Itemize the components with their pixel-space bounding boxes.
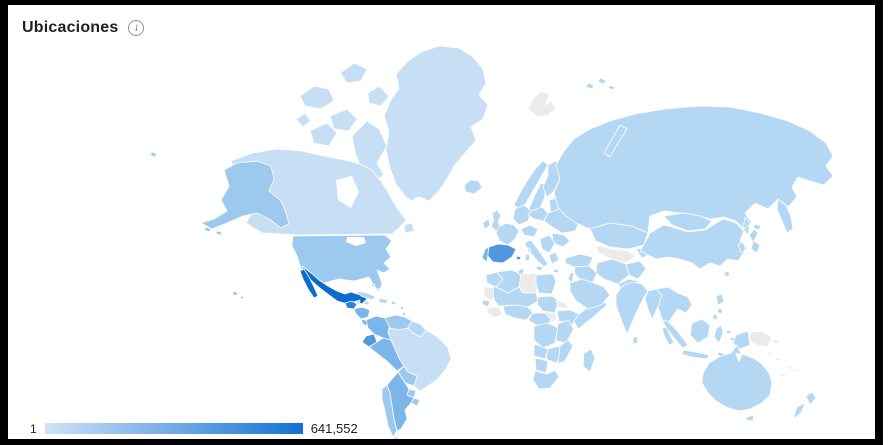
country-svalbard[interactable]	[527, 90, 557, 118]
country-russia[interactable]	[553, 105, 834, 236]
country-romania-bulgaria[interactable]	[551, 232, 571, 248]
great-lakes-water	[346, 237, 366, 246]
legend-gradient-bar	[44, 423, 303, 434]
country-australia[interactable]	[701, 344, 773, 422]
card-header: Ubicaciones i	[22, 19, 145, 37]
country-italy[interactable]	[523, 239, 549, 272]
country-united-states-hawaii[interactable]	[231, 290, 245, 300]
country-mexico-baja[interactable]	[299, 268, 319, 299]
country-franz-josef-land[interactable]	[585, 77, 616, 91]
country-india[interactable]	[615, 281, 649, 335]
country-japan[interactable]	[748, 223, 762, 254]
country-greece[interactable]	[548, 251, 560, 274]
country-new-zealand[interactable]	[792, 391, 817, 420]
country-puerto-rico[interactable]	[390, 300, 397, 306]
country-germany[interactable]	[512, 204, 532, 226]
country-arabian-peninsula[interactable]	[569, 278, 611, 310]
country-sudan[interactable]	[536, 295, 559, 314]
country-spain[interactable]	[486, 243, 522, 264]
country-alpine-states[interactable]	[520, 224, 539, 238]
country-levant[interactable]	[567, 272, 575, 284]
country-korea[interactable]	[737, 241, 747, 254]
info-icon[interactable]: i	[128, 20, 145, 36]
country-guatemala[interactable]	[344, 300, 358, 310]
country-honduras-nicaragua[interactable]	[353, 306, 371, 320]
country-philippines[interactable]	[711, 293, 725, 321]
card-title: Ubicaciones	[22, 19, 119, 36]
country-indonesia-java[interactable]	[681, 349, 710, 360]
country-papua-new-guinea[interactable]	[749, 330, 781, 348]
locations-card: Ubicaciones i	[8, 5, 875, 439]
country-senegal[interactable]	[481, 299, 491, 308]
country-namibia-botswana[interactable]	[534, 357, 549, 374]
country-drc[interactable]	[533, 322, 559, 349]
country-greenland[interactable]	[383, 45, 489, 202]
color-scale-legend: 1 641,552	[30, 421, 358, 436]
country-turkey[interactable]	[564, 253, 594, 268]
country-taiwan[interactable]	[723, 270, 731, 278]
country-hispaniola[interactable]	[378, 297, 389, 305]
country-jamaica[interactable]	[363, 300, 371, 306]
country-pacific-islands[interactable]	[767, 351, 798, 378]
country-iceland[interactable]	[463, 179, 483, 195]
country-mozambique[interactable]	[557, 339, 574, 365]
legend-min-value: 1	[30, 421, 37, 436]
country-south-africa[interactable]	[532, 369, 560, 390]
country-malay-peninsula[interactable]	[661, 326, 675, 346]
carpentaria-water	[735, 353, 743, 362]
country-ireland[interactable]	[482, 218, 491, 230]
country-mongolia[interactable]	[663, 212, 713, 232]
country-balkans[interactable]	[539, 234, 556, 254]
country-west-africa-coast[interactable]	[502, 304, 534, 321]
country-indonesia-papua[interactable]	[732, 330, 751, 350]
country-afghanistan[interactable]	[625, 260, 647, 280]
country-canada-newfoundland[interactable]	[403, 222, 415, 234]
country-angola[interactable]	[533, 343, 549, 360]
country-indonesia-borneo[interactable]	[689, 318, 711, 344]
country-sri-lanka[interactable]	[632, 335, 639, 345]
country-turkmenistan-uzbekistan[interactable]	[595, 244, 637, 264]
country-cuba[interactable]	[354, 290, 377, 301]
legend-max-value: 641,552	[310, 421, 358, 436]
country-portugal[interactable]	[481, 246, 490, 263]
country-france[interactable]	[495, 222, 520, 246]
country-bahamas[interactable]	[370, 283, 381, 292]
world-geo-map	[149, 45, 834, 439]
country-sahel-belt[interactable]	[492, 286, 539, 308]
country-egypt[interactable]	[535, 273, 557, 295]
country-united-states-alaska[interactable]	[149, 151, 290, 236]
country-canada-arctic-islands[interactable]	[295, 62, 390, 182]
country-madagascar[interactable]	[582, 348, 596, 373]
country-indochina[interactable]	[655, 286, 693, 328]
hudson-bay-water	[336, 176, 359, 208]
country-indonesia-sumatra[interactable]	[662, 319, 689, 349]
country-kenya-tanzania[interactable]	[555, 319, 575, 344]
country-guinea[interactable]	[486, 306, 504, 319]
country-chile[interactable]	[381, 384, 398, 438]
country-belize[interactable]	[356, 299, 361, 306]
country-indonesia-sulawesi[interactable]	[713, 324, 736, 358]
country-tierra-del-fuego[interactable]	[392, 436, 400, 439]
country-eritrea[interactable]	[555, 300, 570, 310]
